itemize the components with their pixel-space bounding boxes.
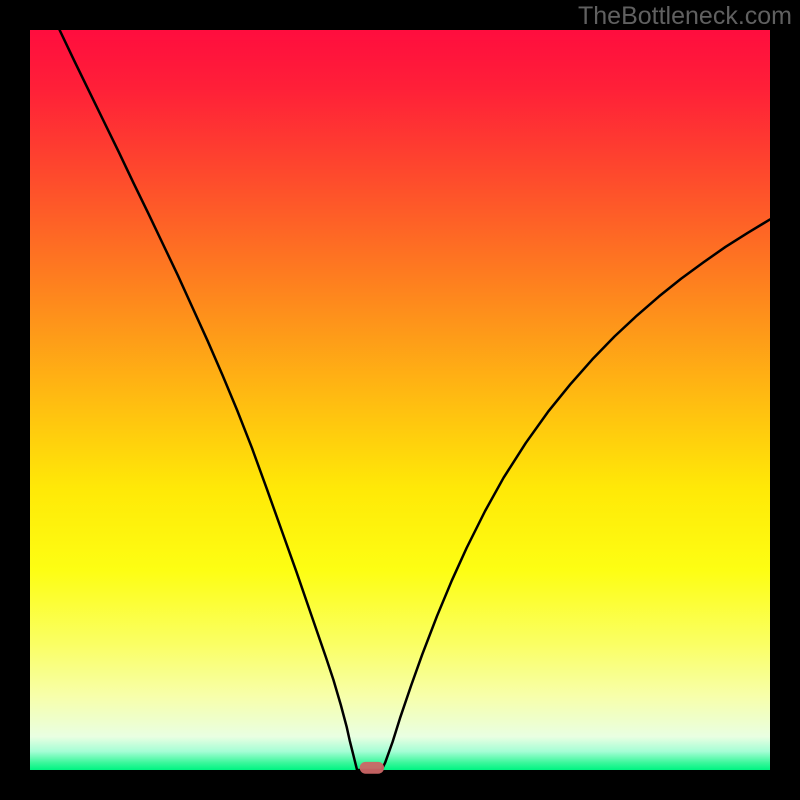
watermark-text: TheBottleneck.com xyxy=(578,2,792,31)
gradient-background xyxy=(30,30,770,770)
optimal-marker xyxy=(360,762,384,774)
chart-svg xyxy=(0,0,800,800)
chart-canvas: TheBottleneck.com xyxy=(0,0,800,800)
